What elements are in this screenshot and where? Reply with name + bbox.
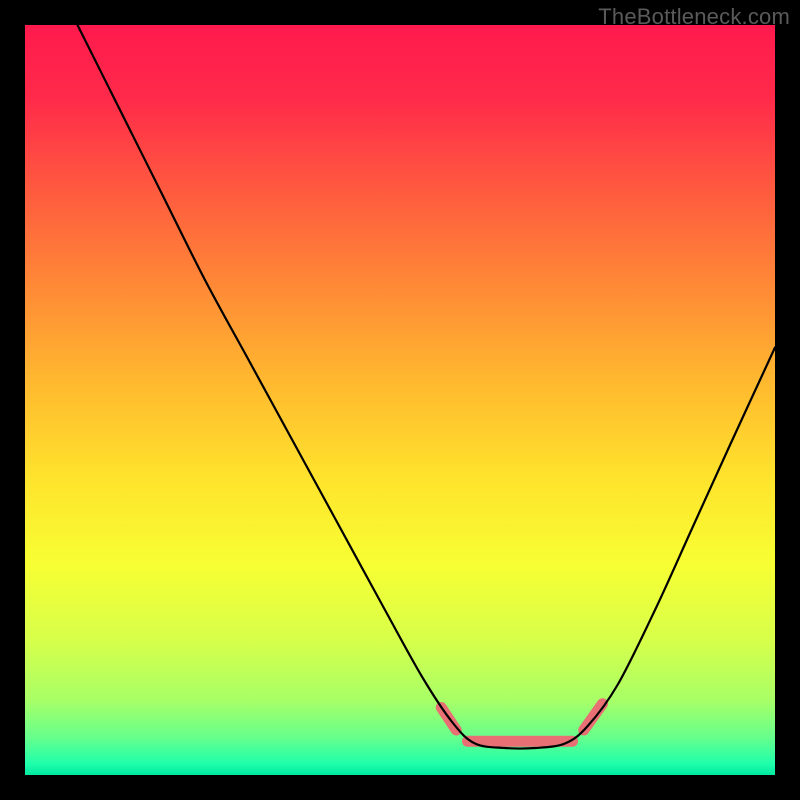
bottleneck-chart (25, 25, 775, 775)
chart-frame: TheBottleneck.com (0, 0, 800, 800)
plot-area (25, 25, 775, 775)
watermark-text: TheBottleneck.com (598, 4, 790, 30)
heatmap-background (25, 25, 775, 775)
